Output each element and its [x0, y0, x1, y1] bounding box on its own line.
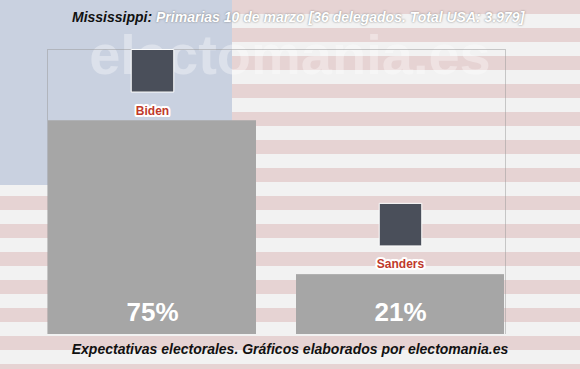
- html-text:Mississippi: Primarias 10 de m: Mississippi: Primarias 10 de marzo [36 d…: [72, 9, 525, 25]
- svg-text:75%: 75%: [126, 297, 178, 327]
- html-text:Expectativas electorales. Gráf: Expectativas electorales. Gráficos elabo…: [71, 341, 509, 357]
- svg-text:21%: 21%: [374, 297, 426, 327]
- svg-text:Biden: Biden: [136, 104, 169, 118]
- html-text:electomania.es: electomania.es: [89, 23, 491, 86]
- svg-text:Sanders: Sanders: [377, 257, 425, 271]
